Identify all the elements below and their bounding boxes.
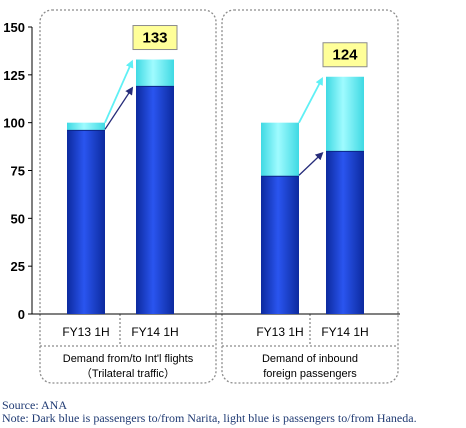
category-label: FY13 1H	[62, 325, 109, 339]
y-tick-label: 50	[11, 211, 25, 226]
y-tick-label: 0	[18, 307, 25, 322]
group-panel-2	[221, 9, 399, 384]
chart: 0 25 50 75 100 125 150 FY13 1H FY14 1H FY13 1H FY…	[3, 9, 400, 384]
category-label: FY14 1H	[321, 325, 368, 339]
group-label-line2: foreign passengers	[263, 368, 357, 380]
y-tick-label: 25	[11, 259, 25, 274]
arrow-total-growth-1	[104, 59, 134, 124]
y-tick-label: 125	[3, 68, 25, 83]
source-note: Source: ANA	[2, 398, 67, 412]
value-callout-label: 124	[332, 47, 358, 64]
group-label-line2: （Trilateral traffic）	[81, 367, 175, 380]
arrow-narita-growth-2	[298, 151, 324, 176]
bar-haneda	[261, 122, 299, 177]
y-tick-label: 150	[3, 20, 25, 35]
y-tick-label: 100	[3, 116, 25, 131]
group-label-line1: Demand of inbound	[262, 353, 358, 365]
bar-narita	[326, 151, 364, 314]
arrow-total-growth-2	[298, 76, 323, 124]
bar-narita	[136, 86, 174, 315]
category-label: FY13 1H	[256, 325, 303, 339]
y-tick-label: 75	[11, 164, 25, 179]
bar-haneda	[326, 76, 364, 152]
bar-narita	[67, 130, 105, 314]
arrow-narita-growth-1	[104, 86, 134, 130]
color-note: Note: Dark blue is passengers to/from Na…	[2, 411, 417, 425]
group-label-line1: Demand from/to Int'l flights	[63, 353, 194, 365]
value-callout-box	[322, 42, 368, 68]
value-callout-box	[132, 25, 178, 51]
value-callout-label: 133	[142, 30, 167, 47]
group-panel-1	[39, 9, 217, 384]
bar-haneda	[67, 122, 105, 131]
bar-narita	[261, 176, 299, 314]
category-label: FY14 1H	[131, 325, 178, 339]
bar-haneda	[136, 59, 174, 87]
